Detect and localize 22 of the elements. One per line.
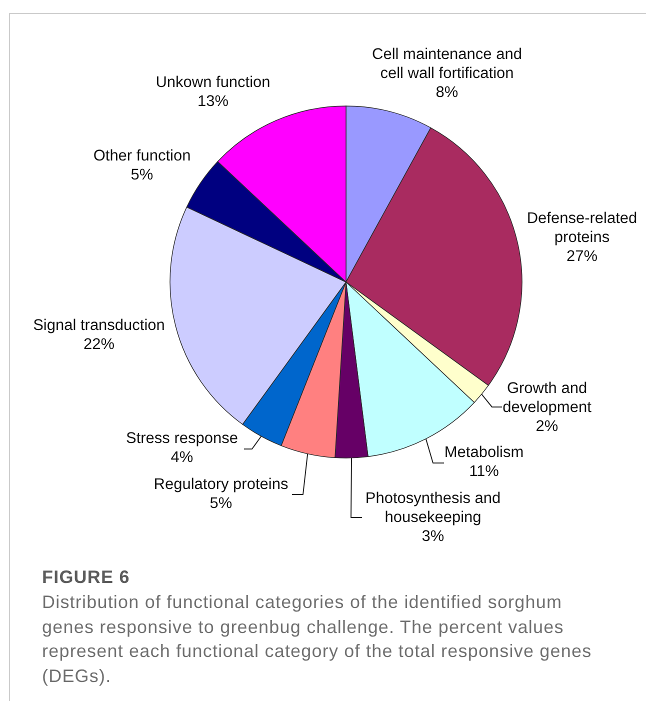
data-label: 3% <box>422 528 444 545</box>
data-label: 27% <box>566 248 598 265</box>
slice-label: Other function <box>93 148 191 164</box>
slice-label: Stress response <box>126 430 238 447</box>
data-label: 22% <box>83 336 115 353</box>
data-label: 5% <box>210 495 232 512</box>
slice-label: Regulatory proteins <box>154 476 288 493</box>
slice-label: Metabolism <box>444 444 524 461</box>
slice-label: Cell maintenance and cell wall fortification <box>372 46 522 82</box>
slice-label: Growth and development <box>502 380 592 416</box>
data-label: 8% <box>436 84 458 101</box>
data-label: 13% <box>197 93 229 110</box>
text: Distribution of functional categories of the identified sorghum genes responsive to greenbug challenge. The percent values represent each functional category of the total responsive genes (DEGs). <box>42 591 593 688</box>
slice-label: Signal transduction <box>33 317 165 334</box>
slice-label: Unkown function <box>156 74 270 91</box>
text: FIGURE 6 <box>42 566 131 589</box>
data-label: 2% <box>536 418 558 435</box>
data-label: 5% <box>130 166 154 184</box>
data-label: 4% <box>170 449 194 466</box>
data-label: 11% <box>469 463 500 480</box>
slice-label: Photosynthesis and housekeeping <box>365 490 501 526</box>
slice-label: Defense-related proteins <box>526 210 638 246</box>
